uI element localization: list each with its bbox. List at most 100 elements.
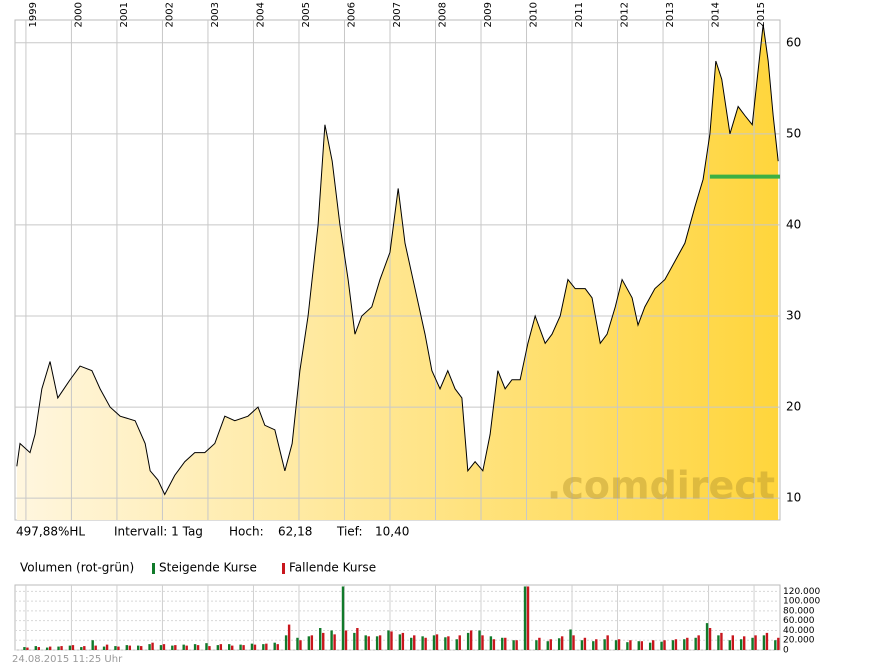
volume-title: Volumen (rot-grün) [20, 561, 134, 575]
volume-bar [398, 634, 402, 650]
volume-bar [91, 640, 94, 650]
volume-bar [705, 623, 709, 650]
x-tick-label: 2005 [301, 2, 312, 27]
volume-bar [205, 643, 208, 650]
x-tick-label: 2002 [164, 2, 175, 27]
volume-bar [262, 644, 265, 650]
volume-bar [583, 637, 587, 650]
volume-bar [117, 646, 120, 650]
y-tick-label: 0 [783, 646, 789, 656]
low-label: Tief: [336, 525, 363, 539]
volume-bar [37, 647, 40, 650]
y-tick-label: 100.000 [783, 597, 820, 607]
volume-bar [777, 637, 780, 650]
volume-bar [174, 645, 177, 650]
legend-label: Fallende Kurse [289, 561, 376, 575]
volume-bar [105, 644, 109, 650]
volume-bar [208, 646, 211, 650]
volume-bar [549, 639, 552, 650]
volume-bar [344, 630, 348, 650]
volume-bar [435, 634, 439, 650]
volume-bar [546, 641, 549, 650]
volume-bar [466, 632, 470, 650]
volume-bar [626, 642, 629, 650]
volume-bar [538, 637, 541, 650]
volume-bar [182, 644, 185, 650]
low-value: 10,40 [375, 525, 409, 539]
volume-bar [390, 631, 393, 650]
volume-bar [455, 639, 458, 650]
volume-bar [671, 640, 675, 650]
x-tick-label: 2015 [756, 2, 767, 27]
volume-bar [333, 634, 336, 650]
volume-bar [45, 647, 49, 650]
volume-bar [60, 646, 63, 650]
volume-bar [364, 635, 367, 650]
volume-bar [765, 632, 769, 650]
y-tick-label: 40 [786, 217, 801, 231]
volume-bar [754, 635, 757, 650]
y-tick-label: 50 [786, 126, 801, 140]
high-value: 62,18 [278, 525, 312, 539]
volume-bar [162, 644, 166, 650]
volume-bar [114, 646, 117, 650]
volume-bar [228, 644, 231, 650]
volume-bar [444, 637, 447, 650]
volume-bar [196, 645, 200, 650]
legend-swatch [152, 563, 155, 574]
volume-bar [102, 646, 106, 650]
volume-bar [708, 628, 712, 650]
volume-bar [83, 646, 86, 650]
volume-bar [526, 586, 530, 650]
volume-bar [648, 642, 652, 650]
volume-bar [739, 639, 743, 650]
volume-bar [694, 637, 697, 650]
volume-bar [663, 640, 666, 650]
volume-bar [674, 639, 678, 650]
volume-bar [265, 643, 268, 650]
volume-bar [774, 640, 777, 650]
area-fill [16, 24, 779, 520]
volume-bar [353, 632, 356, 650]
volume-bar [421, 636, 424, 650]
volume-bar [489, 636, 493, 650]
volume-bar [139, 646, 143, 650]
volume-bar [284, 635, 288, 650]
x-tick-label: 2011 [574, 2, 585, 27]
volume-bar [617, 639, 621, 650]
volume-bar [94, 645, 97, 650]
volume-bar [640, 641, 643, 650]
volume-bar [23, 647, 26, 650]
volume-bar [48, 646, 52, 650]
y-tick-label: 40.000 [783, 626, 815, 636]
volume-bar [250, 643, 254, 650]
volume-bar [572, 635, 575, 650]
volume-bar [432, 635, 436, 650]
y-tick-label: 120.000 [783, 587, 820, 597]
volume-bar [515, 640, 518, 650]
volume-bar [239, 644, 242, 650]
volume-frame [14, 584, 781, 651]
legend-swatch [282, 563, 285, 574]
volume-bar [125, 645, 129, 650]
volume-bar [299, 640, 302, 650]
x-tick-label: 1999 [28, 2, 39, 27]
volume-bar [606, 635, 609, 650]
y-tick-label: 80.000 [783, 606, 815, 616]
volume-bar [231, 645, 234, 650]
volume-bar [512, 640, 515, 650]
volume-bar [447, 636, 450, 650]
volume-bar [731, 635, 735, 650]
y-tick-label: 20.000 [783, 636, 815, 646]
x-tick-label: 2001 [119, 2, 130, 27]
x-tick-label: 2000 [73, 2, 84, 27]
volume-bar [219, 644, 223, 650]
legend-label: Steigende Kurse [159, 561, 257, 575]
volume-bar [580, 640, 584, 650]
y-tick-label: 20 [786, 400, 801, 414]
volume-bar [193, 644, 197, 650]
volume-bar [458, 635, 461, 650]
volume-bar [387, 630, 390, 650]
volume-bar [751, 637, 754, 650]
volume-bar [481, 635, 484, 650]
